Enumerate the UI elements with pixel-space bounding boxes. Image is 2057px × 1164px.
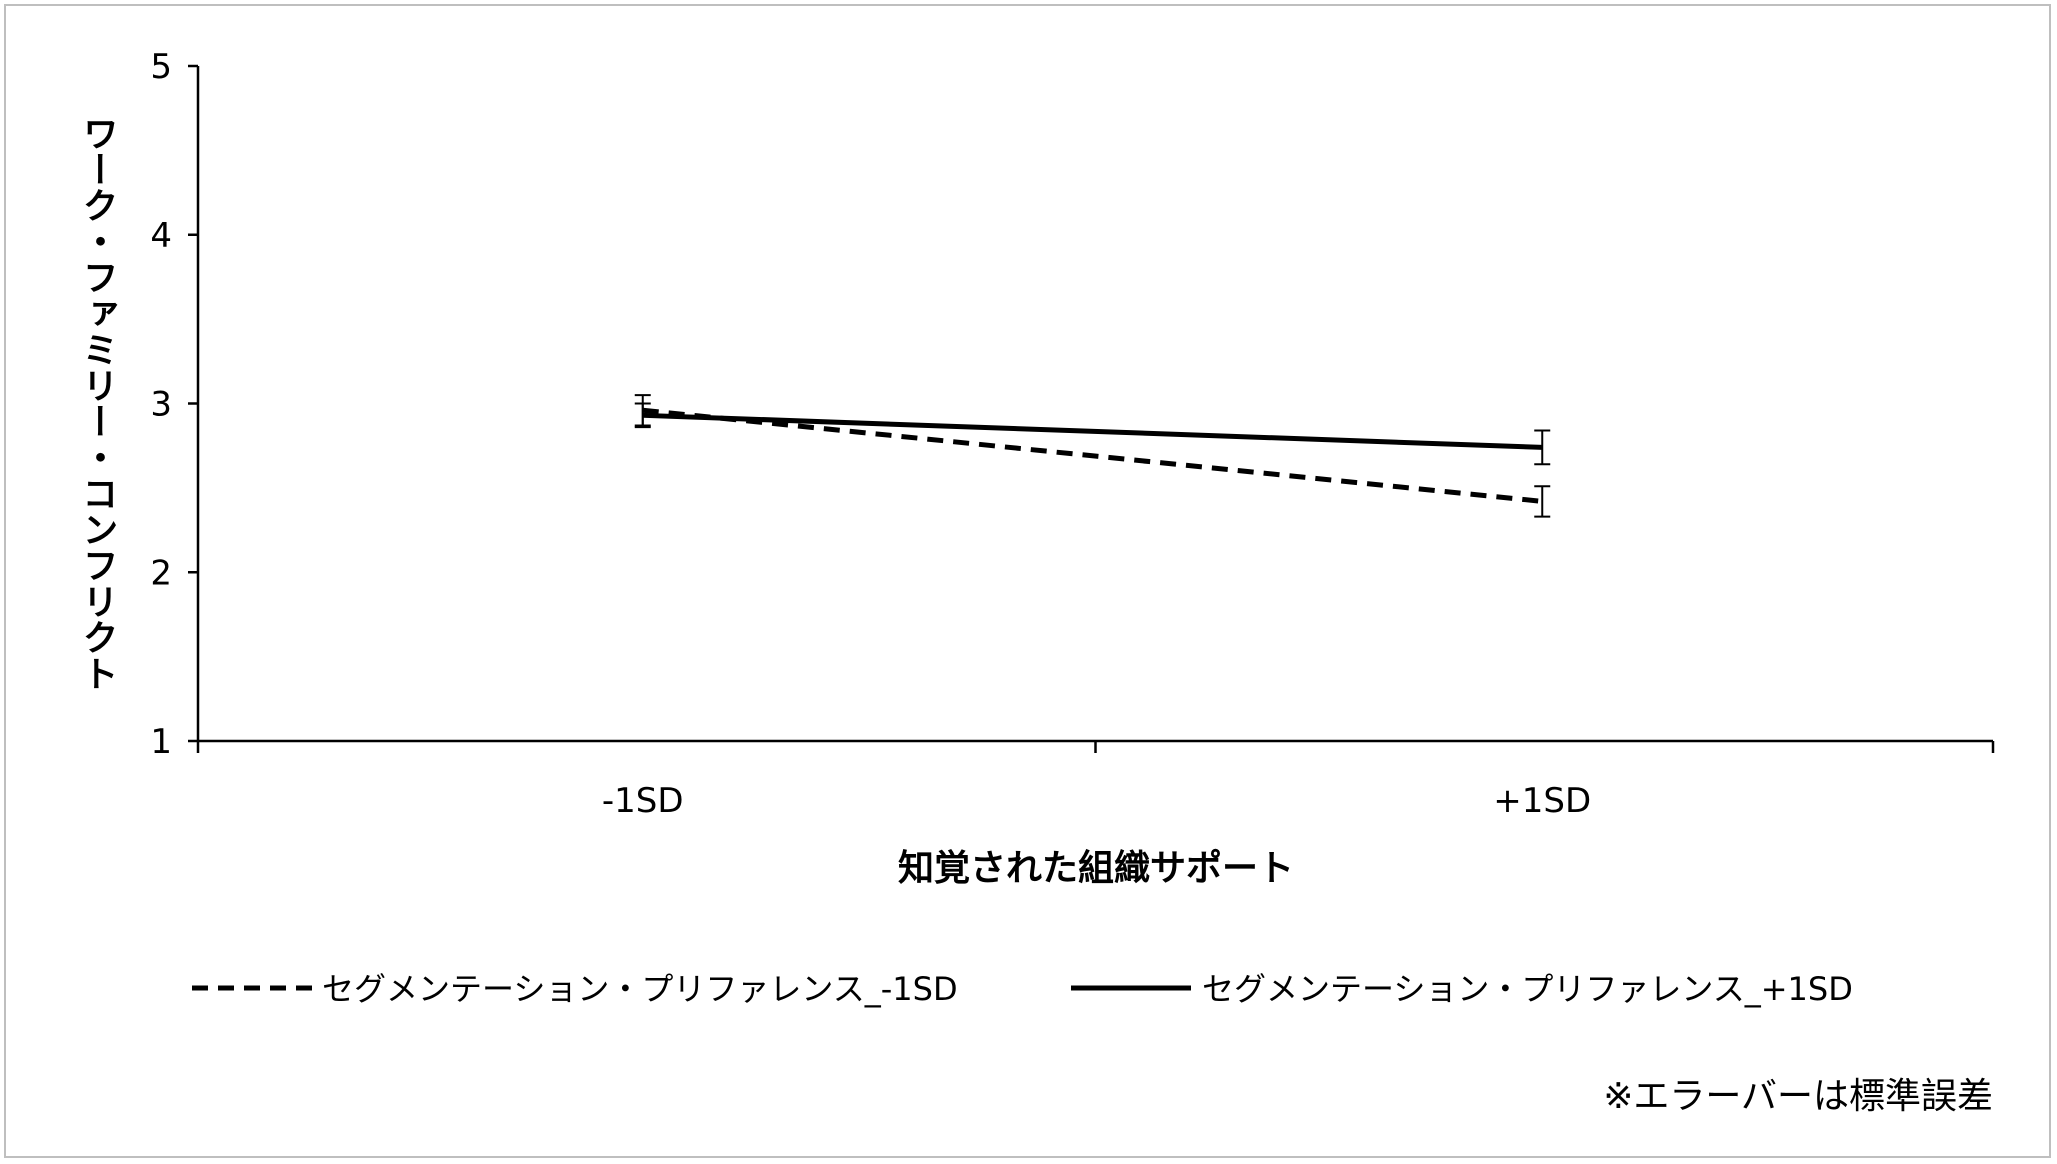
- series-1: [634, 402, 1551, 466]
- error-bar: [1534, 485, 1551, 518]
- error-bar: [634, 402, 651, 429]
- chart-frame: [4, 4, 2051, 1158]
- legend-label-series-plus: セグメンテーション・プリファレンス_+1SD: [1202, 970, 1853, 1008]
- legend-label-series-minus: セグメンテーション・プリファレンス_-1SD: [322, 970, 958, 1008]
- error-bar-note: ※エラーバーは標準誤差: [1603, 1076, 1993, 1117]
- series-line-solid: [642, 412, 1543, 450]
- series-line-dashed: [642, 407, 1543, 504]
- y-tick-label: 2: [150, 553, 172, 593]
- x-tick-label: +1SD: [1493, 781, 1591, 821]
- y-ticks: [188, 64, 198, 743]
- legend: セグメンテーション・プリファレンス_-1SD セグメンテーション・プリファレンス…: [192, 970, 1853, 1008]
- y-tick-label: 4: [150, 216, 172, 256]
- axes: [188, 64, 1995, 753]
- series-layer: [634, 394, 1551, 518]
- x-axis-title: 知覚された組織サポート: [898, 847, 1294, 889]
- y-tick-labels: 1 2 3 4 5: [150, 47, 172, 762]
- series-0: [634, 394, 1551, 518]
- y-axis-title: ワーク・ファミリー・コンフリクト: [77, 115, 118, 691]
- y-tick-label: 5: [150, 47, 172, 87]
- x-ticks: [196, 741, 1995, 753]
- y-tick-label: 1: [150, 722, 172, 762]
- x-tick-label: -1SD: [602, 781, 684, 821]
- x-tick-labels: -1SD +1SD: [602, 781, 1591, 821]
- error-bar: [1534, 429, 1551, 466]
- y-tick-label: 3: [150, 385, 172, 425]
